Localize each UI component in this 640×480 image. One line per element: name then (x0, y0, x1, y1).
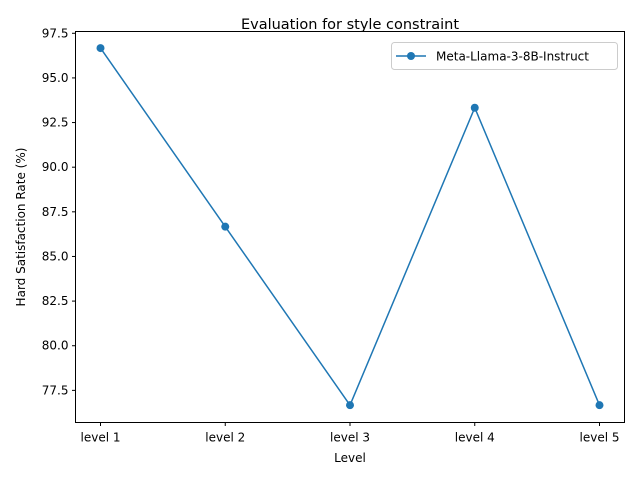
legend-label: Meta-Llama-3-8B-Instruct (436, 50, 589, 64)
data-point (96, 44, 105, 53)
y-tick-label: 85.0 (42, 249, 69, 263)
legend: Meta-Llama-3-8B-Instruct (391, 42, 618, 70)
y-tick-label: 97.5 (42, 26, 69, 40)
y-axis-ticks: 77.5 80.0 82.5 85.0 87.5 90.0 92.5 95.0 97.5 (42, 26, 76, 397)
series-line (99, 47, 601, 407)
y-tick-label: 90.0 (42, 160, 69, 174)
y-tick-label: 95.0 (42, 71, 69, 85)
data-point (595, 401, 604, 410)
x-axis-ticks: level 1 level 2 level 3 level 4 level 5 (81, 422, 620, 445)
legend-box (391, 42, 618, 70)
data-point (221, 222, 230, 231)
y-tick-label: 92.5 (42, 116, 69, 130)
x-tick-label: level 1 (81, 431, 121, 445)
x-tick-label: level 3 (330, 431, 370, 445)
chart-title: Evaluation for style constraint (241, 17, 459, 33)
x-tick-label: level 4 (455, 431, 495, 445)
legend-marker-swatch (407, 52, 415, 60)
series-layer (96, 44, 604, 410)
x-tick-label: level 2 (205, 431, 245, 445)
y-tick-label: 87.5 (42, 205, 69, 219)
plot-frame (75, 31, 625, 423)
y-axis-label: Hard Satisfaction Rate (%) (14, 148, 28, 307)
x-axis-label: Level (334, 451, 366, 465)
x-tick-label: level 5 (580, 431, 620, 445)
data-point (470, 103, 479, 112)
y-tick-label: 80.0 (42, 339, 69, 353)
data-point (346, 401, 354, 410)
y-tick-label: 82.5 (42, 294, 69, 308)
y-tick-label: 77.5 (42, 383, 69, 397)
